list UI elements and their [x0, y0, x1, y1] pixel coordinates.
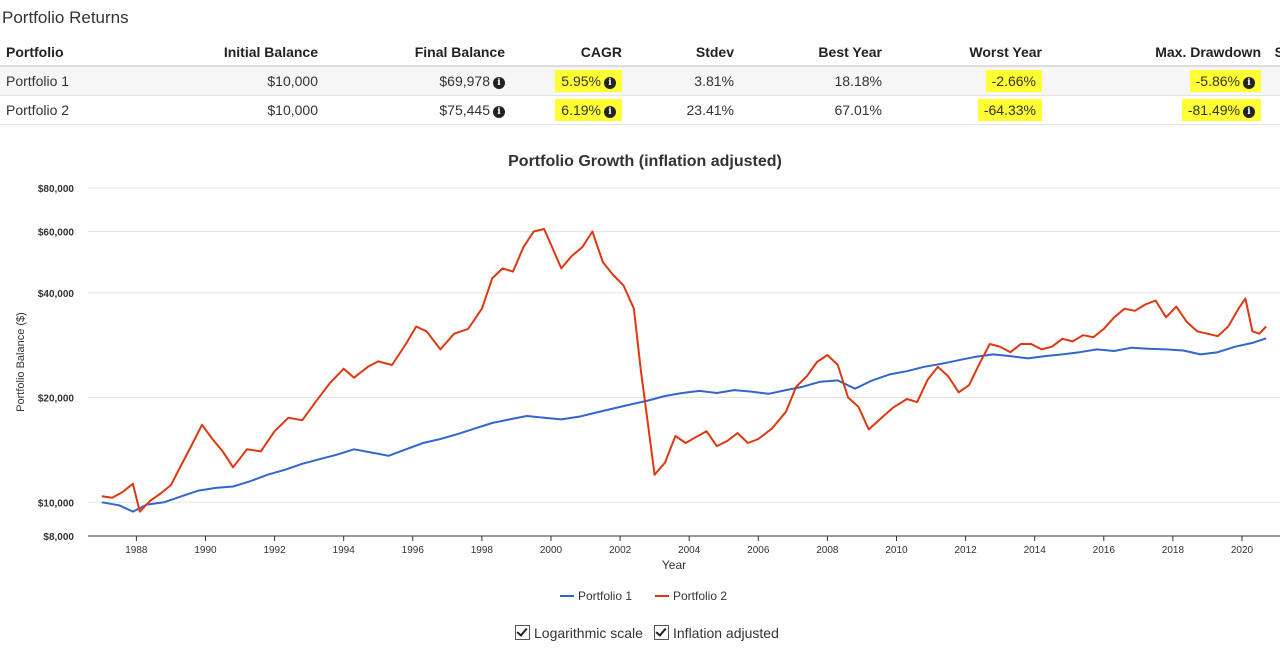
- legend-label: Portfolio 2: [673, 589, 728, 603]
- x-tick-label: 2004: [678, 545, 701, 556]
- x-tick-label: 1998: [471, 545, 494, 556]
- x-axis-ticks: 1988 1990 1992 1994 1996 1998 2000 2002 2004 2006…: [125, 536, 1254, 556]
- y-tick-label: $40,000: [38, 289, 75, 300]
- table-header-row: Portfolio Initial Balance Final Balance …: [0, 38, 1280, 67]
- col-stdev[interactable]: Stdev: [628, 38, 740, 67]
- x-axis-label: Year: [662, 558, 686, 572]
- x-tick-label: 2002: [609, 545, 632, 556]
- inflation-label: Inflation adjusted: [673, 625, 779, 641]
- max-drawdown-cell: -81.49% i: [1048, 95, 1267, 125]
- y-axis-ticks: $8,000 $10,000 $20,000 $40,000 $60,000 $80,00…: [38, 184, 75, 543]
- max-drawdown-cell: -5.86% i: [1048, 66, 1267, 96]
- truncated-cell: [1267, 95, 1280, 125]
- inflation-option[interactable]: Inflation adjusted: [654, 625, 779, 641]
- cagr-value: 5.95%: [561, 73, 601, 89]
- chart-grid: [88, 187, 1280, 537]
- stdev: 3.81%: [628, 66, 740, 96]
- stdev: 23.41%: [628, 95, 740, 125]
- worst-year-cell: -64.33%: [888, 95, 1048, 125]
- info-icon[interactable]: i: [1243, 106, 1255, 118]
- series-line-portfolio-1: [101, 337, 1267, 513]
- max-drawdown-value: -81.49%: [1187, 102, 1240, 118]
- inflation-checkbox[interactable]: [654, 625, 669, 640]
- col-best-year[interactable]: Best Year: [740, 38, 888, 67]
- y-tick-label: $80,000: [38, 184, 75, 195]
- log-scale-label: Logarithmic scale: [534, 625, 643, 641]
- highlight-marker: -81.49% i: [1181, 99, 1261, 121]
- worst-year: -2.66%: [985, 70, 1042, 92]
- legend-item-portfolio-1[interactable]: Portfolio 1: [560, 589, 632, 603]
- col-final-balance[interactable]: Final Balance: [324, 38, 511, 67]
- x-tick-label: 2012: [954, 545, 977, 556]
- max-drawdown-value: -5.86%: [1195, 73, 1240, 89]
- best-year: 18.18%: [740, 66, 888, 96]
- highlight-marker: -5.86% i: [1189, 70, 1261, 92]
- x-tick-label: 2014: [1024, 545, 1047, 556]
- legend-label: Portfolio 1: [578, 589, 633, 603]
- table-row: Portfolio 2 $10,000 $75,445 i 6.19% i 23.4…: [0, 95, 1280, 125]
- cagr-cell: 5.95% i: [511, 66, 628, 96]
- cagr-value: 6.19%: [561, 102, 601, 118]
- final-balance: $75,445: [439, 102, 490, 118]
- initial-balance: $10,000: [152, 66, 324, 96]
- worst-year: -64.33%: [977, 99, 1042, 121]
- portfolio-name: Portfolio 2: [0, 95, 152, 125]
- x-tick-label: 2006: [747, 545, 770, 556]
- y-tick-label: $20,000: [38, 394, 75, 405]
- info-icon[interactable]: i: [1243, 77, 1255, 89]
- x-tick-label: 2008: [816, 545, 839, 556]
- chart-series: [101, 228, 1267, 513]
- log-scale-option[interactable]: Logarithmic scale: [515, 625, 643, 641]
- final-balance: $69,978: [439, 73, 490, 89]
- x-tick-label: 2016: [1093, 545, 1116, 556]
- section-title: Portfolio Returns: [2, 8, 129, 27]
- highlight-marker: 5.95% i: [555, 70, 622, 92]
- col-portfolio[interactable]: Portfolio: [0, 38, 152, 67]
- y-tick-label: $8,000: [43, 532, 74, 543]
- info-icon[interactable]: i: [493, 77, 505, 89]
- col-max-drawdown[interactable]: Max. Drawdown: [1048, 38, 1267, 67]
- worst-year-cell: -2.66%: [888, 66, 1048, 96]
- final-balance-cell: $69,978 i: [324, 66, 511, 96]
- final-balance-cell: $75,445 i: [324, 95, 511, 125]
- highlight-marker: 6.19% i: [555, 99, 622, 121]
- x-tick-label: 2018: [1162, 545, 1185, 556]
- cagr-cell: 6.19% i: [511, 95, 628, 125]
- y-axis-label: Portfolio Balance ($): [15, 312, 27, 412]
- growth-chart: $8,000 $10,000 $20,000 $40,000 $60,000 $80,00…: [15, 184, 1280, 572]
- x-tick-label: 1992: [263, 545, 286, 556]
- legend-swatch: [655, 595, 669, 597]
- x-tick-label: 2020: [1231, 545, 1254, 556]
- col-worst-year[interactable]: Worst Year: [888, 38, 1048, 67]
- col-truncated[interactable]: S: [1267, 38, 1280, 67]
- col-initial-balance[interactable]: Initial Balance: [152, 38, 324, 67]
- legend-swatch: [560, 595, 574, 597]
- x-tick-label: 1994: [333, 545, 356, 556]
- x-tick-label: 1996: [402, 545, 425, 556]
- returns-table: Portfolio Initial Balance Final Balance …: [0, 38, 1280, 125]
- legend-item-portfolio-2[interactable]: Portfolio 2: [655, 589, 727, 603]
- portfolio-name: Portfolio 1: [0, 66, 152, 96]
- info-icon[interactable]: i: [604, 106, 616, 118]
- table-row: Portfolio 1 $10,000 $69,978 i 5.95% i 3.81…: [0, 66, 1280, 96]
- col-cagr[interactable]: CAGR: [511, 38, 628, 67]
- x-tick-label: 2000: [540, 545, 563, 556]
- info-icon[interactable]: i: [604, 77, 616, 89]
- series-line-portfolio-2: [101, 228, 1267, 513]
- best-year: 67.01%: [740, 95, 888, 125]
- y-tick-label: $60,000: [38, 227, 75, 238]
- y-tick-label: $10,000: [38, 498, 75, 509]
- chart-title: Portfolio Growth (inflation adjusted): [508, 153, 782, 170]
- truncated-cell: [1267, 66, 1280, 96]
- log-scale-checkbox[interactable]: [515, 625, 530, 640]
- info-icon[interactable]: i: [493, 106, 505, 118]
- initial-balance: $10,000: [152, 95, 324, 125]
- x-tick-label: 1988: [125, 545, 148, 556]
- x-tick-label: 1990: [194, 545, 217, 556]
- x-tick-label: 2010: [885, 545, 908, 556]
